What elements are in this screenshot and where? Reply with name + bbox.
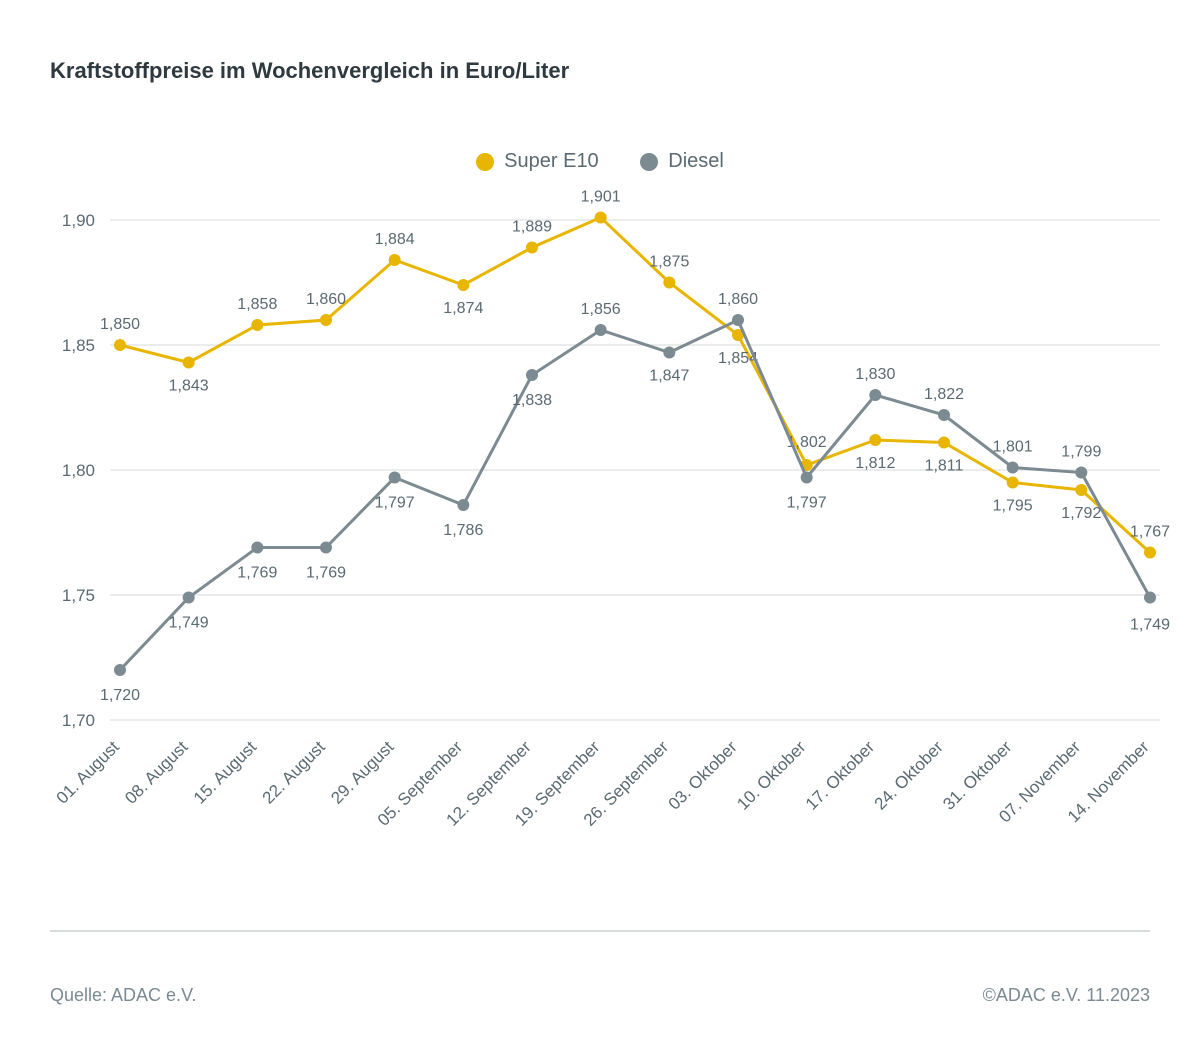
svg-text:1,875: 1,875: [649, 254, 689, 271]
svg-text:1,860: 1,860: [306, 291, 346, 308]
svg-text:08. August: 08. August: [121, 737, 191, 807]
svg-text:1,720: 1,720: [100, 687, 140, 704]
svg-text:1,811: 1,811: [925, 458, 964, 475]
svg-text:1,85: 1,85: [62, 336, 95, 355]
svg-text:1,812: 1,812: [855, 455, 895, 472]
svg-text:1,769: 1,769: [237, 565, 277, 582]
svg-text:1,822: 1,822: [924, 386, 964, 403]
svg-text:1,799: 1,799: [1061, 444, 1101, 461]
svg-text:1,858: 1,858: [237, 296, 277, 313]
footer-divider: [50, 930, 1150, 932]
svg-text:1,786: 1,786: [443, 522, 483, 539]
svg-text:1,884: 1,884: [375, 231, 415, 248]
svg-text:01. August: 01. August: [53, 737, 123, 807]
svg-text:22. August: 22. August: [259, 737, 329, 807]
svg-text:24. Oktober: 24. Oktober: [871, 737, 947, 813]
svg-text:1,847: 1,847: [649, 368, 689, 385]
svg-text:31. Oktober: 31. Oktober: [939, 737, 1015, 813]
svg-text:1,90: 1,90: [62, 211, 95, 230]
svg-text:1,797: 1,797: [787, 495, 827, 512]
svg-text:1,795: 1,795: [993, 498, 1033, 515]
svg-text:1,80: 1,80: [62, 461, 95, 480]
svg-text:1,856: 1,856: [581, 301, 621, 318]
source-label: Quelle: ADAC e.V.: [50, 985, 196, 1006]
copyright-label: ©ADAC e.V. 11.2023: [983, 985, 1150, 1006]
svg-text:03. Oktober: 03. Oktober: [665, 737, 741, 813]
chart-container: Kraftstoffpreise im Wochenvergleich in E…: [0, 0, 1200, 1053]
svg-text:10. Oktober: 10. Oktober: [733, 737, 809, 813]
svg-text:1,75: 1,75: [62, 586, 95, 605]
svg-text:1,797: 1,797: [375, 495, 415, 512]
line-chart: 1,70 1,75 1,80 1,85 1,90 01. August08. August…: [0, 0, 1200, 1053]
svg-text:1,749: 1,749: [1130, 617, 1170, 634]
svg-text:1,801: 1,801: [993, 439, 1033, 456]
svg-text:17. Oktober: 17. Oktober: [802, 737, 878, 813]
svg-text:1,838: 1,838: [512, 392, 552, 409]
svg-text:1,830: 1,830: [855, 366, 895, 383]
svg-text:1,70: 1,70: [62, 711, 95, 730]
svg-text:1,889: 1,889: [512, 219, 552, 236]
svg-text:29. August: 29. August: [327, 737, 397, 807]
svg-text:1,767: 1,767: [1130, 524, 1170, 541]
svg-text:1,874: 1,874: [443, 300, 483, 317]
svg-text:1,860: 1,860: [718, 291, 758, 308]
svg-text:1,749: 1,749: [169, 615, 209, 632]
svg-text:15. August: 15. August: [190, 737, 260, 807]
svg-text:1,901: 1,901: [581, 189, 621, 206]
svg-text:1,843: 1,843: [169, 378, 209, 395]
svg-text:1,850: 1,850: [100, 316, 140, 333]
svg-text:1,769: 1,769: [306, 565, 346, 582]
svg-text:1,792: 1,792: [1061, 505, 1101, 522]
